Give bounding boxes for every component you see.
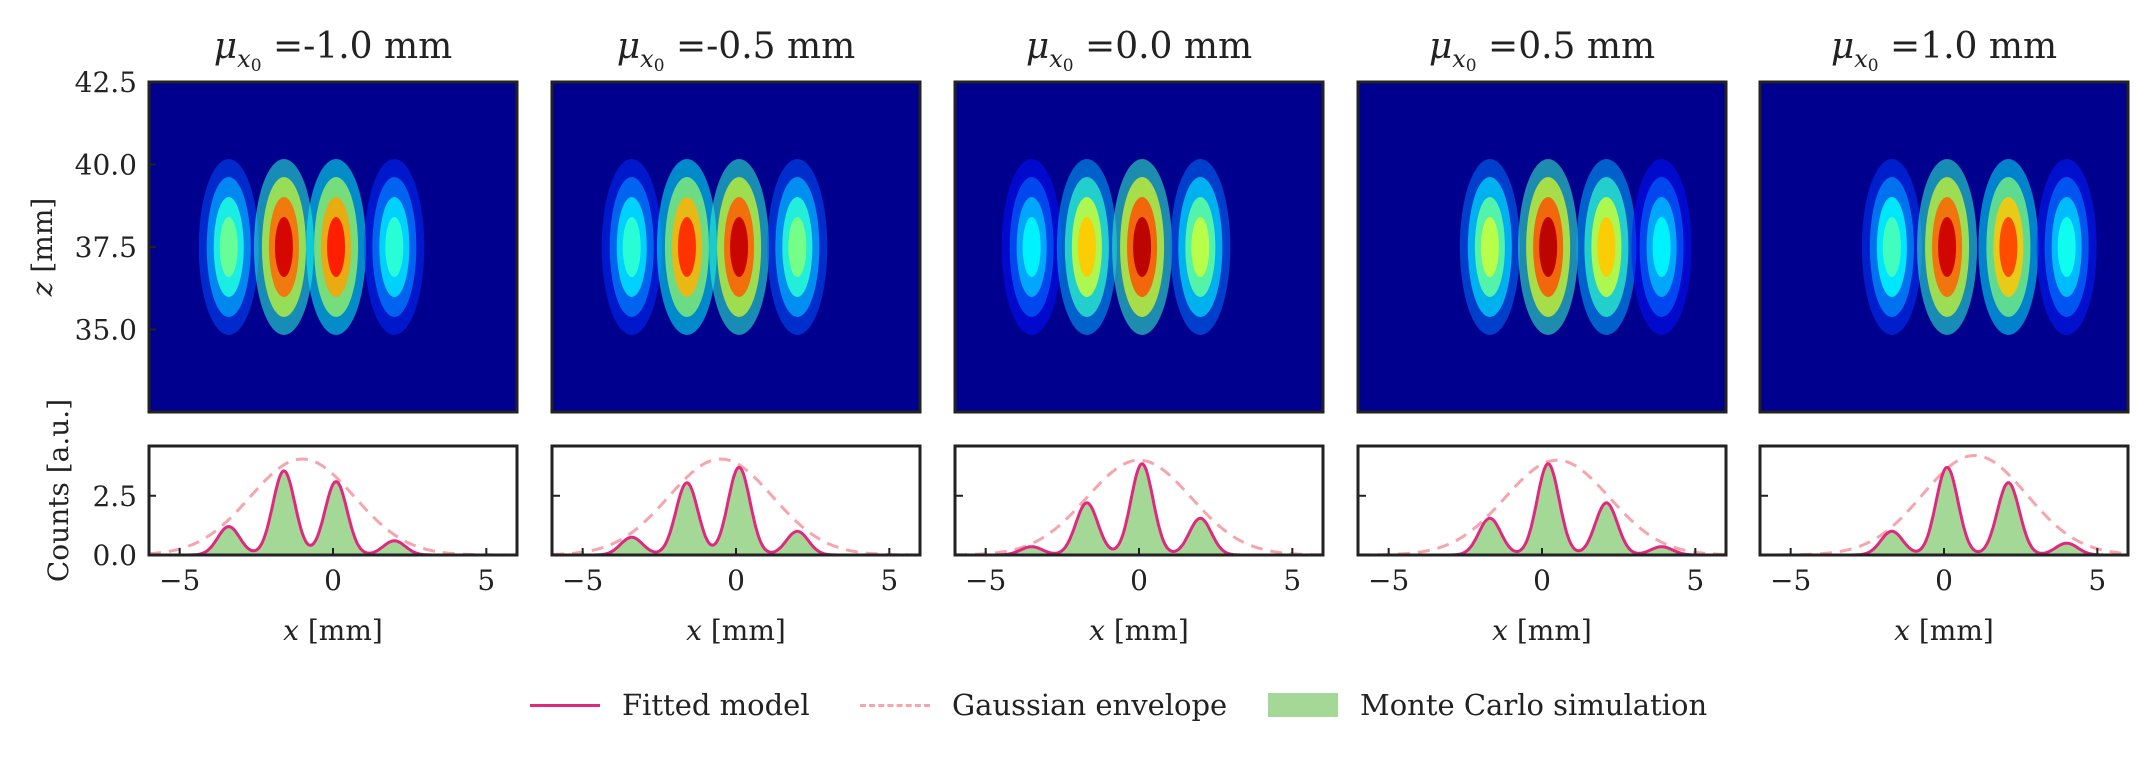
monte-carlo-swatch [1268, 693, 1338, 717]
fringe-core [622, 217, 641, 277]
y-axis-label: Counts [a.u.] [42, 399, 75, 582]
fringe-core [1022, 217, 1041, 277]
x-tick-label: 5 [880, 564, 898, 597]
fringe-core [1133, 217, 1152, 277]
y-axis-label: z [mm] [26, 198, 59, 298]
gaussian-envelope-line [1358, 458, 1726, 555]
fringe-core [1597, 217, 1616, 277]
monte-carlo-area [1358, 463, 1726, 555]
x-tick-label: −5 [965, 564, 1006, 597]
legend-label-gaussian-envelope: Gaussian envelope [952, 688, 1228, 722]
fringe-core [1999, 217, 2018, 277]
heatmap-panel-4: μx0 =0.5 mm [1356, 26, 1728, 414]
heatmap-panel-2: μx0 =-0.5 mm [550, 26, 922, 414]
gaussian-envelope-swatch [860, 703, 930, 707]
heatmap-title: μx0 =-1.0 mm [214, 26, 453, 76]
x-tick-label: −5 [1368, 564, 1409, 597]
fringe-core [1652, 217, 1671, 277]
x-axis-label: x [mm] [1492, 614, 1592, 647]
x-tick-label: 0 [727, 564, 745, 597]
fringe-core [1191, 217, 1210, 277]
x-tick-label: −5 [159, 564, 200, 597]
fitted-model-line [1760, 466, 2128, 555]
fringe-core [219, 217, 238, 277]
profile-panel-1: −5 0 5 0.0 2.5 x [mm] Counts [a.u.] [42, 399, 519, 647]
monte-carlo-area [1760, 467, 2128, 555]
x-tick-label: 5 [1283, 564, 1301, 597]
monte-carlo-area [552, 467, 920, 555]
gaussian-envelope-line [149, 457, 517, 555]
x-tick-label: 0 [324, 564, 342, 597]
x-tick-label: 0 [1533, 564, 1551, 597]
heatmap-panel-5: μx0 =1.0 mm [1758, 26, 2130, 414]
legend-label-monte-carlo: Monte Carlo simulation [1360, 688, 1708, 722]
fringe-core [1480, 217, 1499, 277]
monte-carlo-area [149, 470, 517, 555]
heatmap-title: μx0 =1.0 mm [1831, 26, 2057, 76]
legend-label-fitted-model: Fitted model [622, 688, 810, 722]
x-tick-label: −5 [562, 564, 603, 597]
monte-carlo-area [955, 463, 1323, 555]
y-tick-label: 35.0 [75, 314, 137, 347]
x-axis-label: x [mm] [283, 614, 383, 647]
fitted-model-line [552, 466, 920, 555]
fringe-core [385, 217, 404, 277]
heatmap-title: μx0 =-0.5 mm [617, 26, 856, 76]
heatmap-title: μx0 =0.5 mm [1429, 26, 1655, 76]
fringe-core [1077, 217, 1096, 277]
legend: Fitted model Gaussian envelope Monte Car… [0, 680, 2156, 730]
fringe-core [274, 217, 293, 277]
fitted-model-swatch [530, 703, 600, 707]
heatmap-frame [1356, 80, 1728, 414]
y-tick-label: 0.0 [92, 539, 137, 572]
x-tick-label: 0 [1130, 564, 1148, 597]
profile-panel-5: −5 0 5 x [mm] [1758, 444, 2130, 647]
gaussian-envelope-line [955, 458, 1323, 555]
legend-item-gaussian-envelope: Gaussian envelope [860, 680, 1227, 730]
x-tick-label: 0 [1935, 564, 1953, 597]
fringe-core [327, 217, 346, 277]
y-tick-label: 2.5 [92, 480, 137, 513]
x-tick-label: 5 [2088, 564, 2106, 597]
heatmap-panel-1: μx0 =-1.0 mm 42.5 40.0 37.5 35.0 z [mm] [26, 26, 519, 414]
y-tick-label: 42.5 [75, 66, 137, 99]
fringe-core [677, 217, 696, 277]
profile-panel-3: −5 0 5 x [mm] [953, 444, 1325, 647]
gaussian-envelope-line [552, 457, 920, 555]
heatmap-frame [550, 80, 922, 414]
fringe-core [730, 217, 749, 277]
x-tick-label: −5 [1770, 564, 1811, 597]
fringe-core [788, 217, 807, 277]
x-tick-label: 5 [1686, 564, 1704, 597]
fringe-core [1882, 217, 1901, 277]
heatmap-frame [1758, 80, 2130, 414]
heatmap-title: μx0 =0.0 mm [1026, 26, 1252, 76]
heatmap-frame [953, 80, 1325, 414]
x-axis-label: x [mm] [1089, 614, 1189, 647]
y-tick-label: 40.0 [75, 149, 137, 182]
fitted-model-line [149, 469, 517, 555]
profile-panel-2: −5 0 5 x [mm] [550, 444, 922, 647]
legend-item-monte-carlo: Monte Carlo simulation [1268, 680, 1707, 730]
x-axis-label: x [mm] [686, 614, 786, 647]
fitted-model-line [955, 462, 1323, 555]
x-axis-label: x [mm] [1894, 614, 1994, 647]
legend-item-fitted-model: Fitted model [530, 680, 810, 730]
fringe-core [2057, 217, 2076, 277]
fitted-model-line [1358, 462, 1726, 555]
fringe-core [1539, 217, 1558, 277]
x-tick-label: 5 [477, 564, 495, 597]
fringe-core [1938, 217, 1957, 277]
y-tick-label: 37.5 [75, 231, 137, 264]
heatmap-panel-3: μx0 =0.0 mm [953, 26, 1325, 414]
profile-panel-4: −5 0 5 x [mm] [1356, 444, 1728, 647]
